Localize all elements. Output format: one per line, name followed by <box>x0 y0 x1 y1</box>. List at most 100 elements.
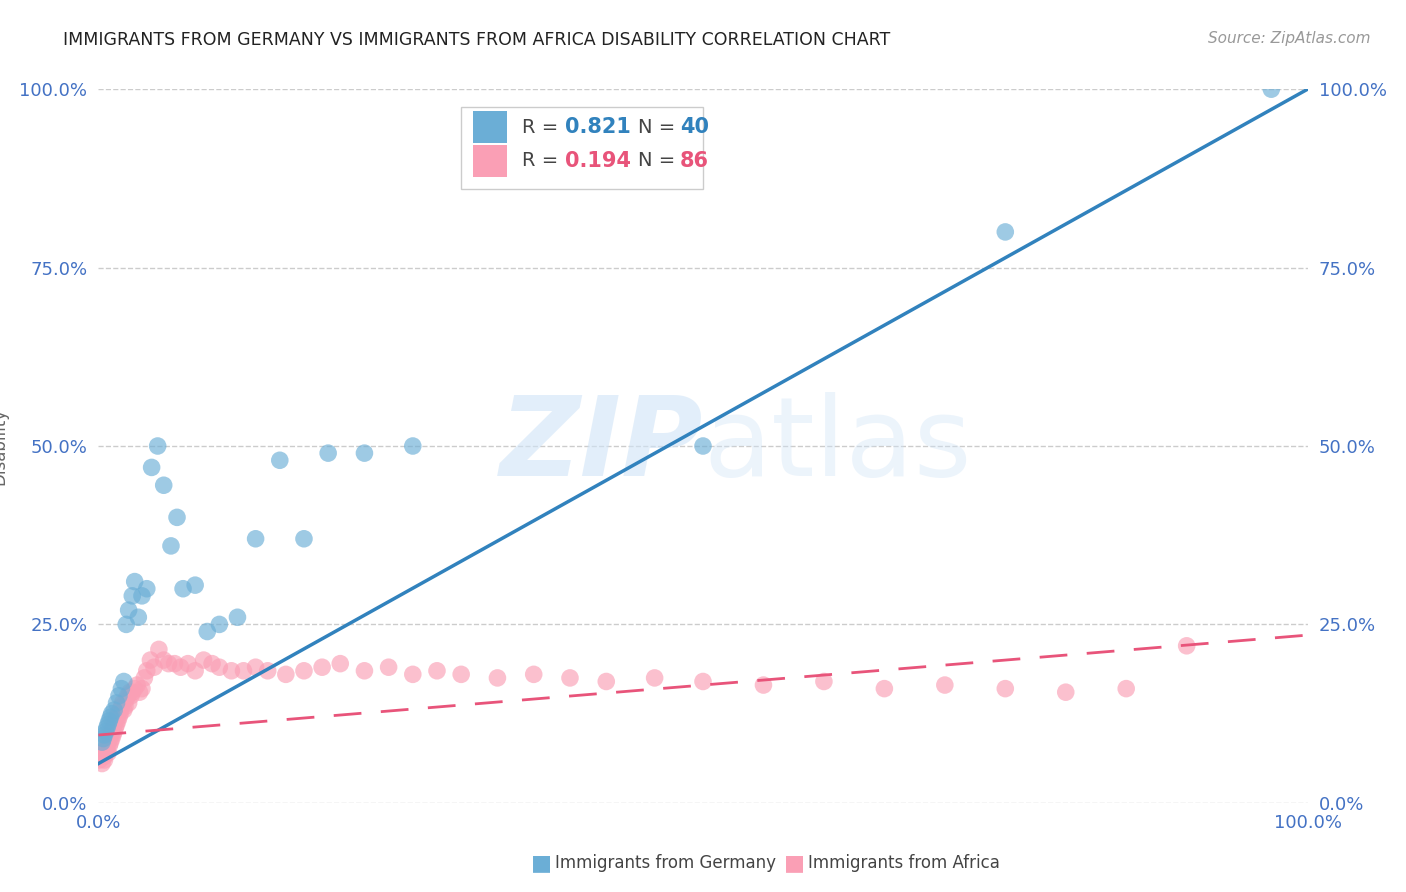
Point <box>135 664 157 678</box>
Point <box>124 574 146 589</box>
Point <box>163 657 186 671</box>
Point <box>221 664 243 678</box>
Point <box>97 746 120 760</box>
Point <box>135 582 157 596</box>
Point <box>692 439 714 453</box>
Point <box>402 439 425 453</box>
Point <box>208 617 231 632</box>
Point <box>172 582 194 596</box>
Point <box>96 739 118 753</box>
Point <box>558 671 581 685</box>
Point <box>112 674 135 689</box>
Point <box>146 439 169 453</box>
FancyBboxPatch shape <box>474 111 508 143</box>
Point <box>98 731 121 746</box>
Point <box>131 589 153 603</box>
Point <box>104 721 127 735</box>
Text: Source: ZipAtlas.com: Source: ZipAtlas.com <box>1208 31 1371 46</box>
Point <box>184 578 207 592</box>
Point <box>1054 685 1077 699</box>
Point <box>100 724 122 739</box>
Point <box>120 689 142 703</box>
Point <box>94 742 117 756</box>
Point <box>105 696 128 710</box>
Point <box>97 735 120 749</box>
Text: Immigrants from Germany: Immigrants from Germany <box>555 855 776 872</box>
Text: R =: R = <box>522 118 564 136</box>
Point <box>103 724 125 739</box>
Point <box>101 728 124 742</box>
Text: N =: N = <box>638 151 681 170</box>
Point <box>523 667 546 681</box>
Point <box>208 660 231 674</box>
Point <box>486 671 509 685</box>
FancyBboxPatch shape <box>474 145 508 177</box>
Point <box>134 671 156 685</box>
Text: 86: 86 <box>681 151 709 170</box>
FancyBboxPatch shape <box>461 107 703 189</box>
Point <box>152 478 174 492</box>
Point <box>118 603 141 617</box>
Point <box>274 667 297 681</box>
Point <box>143 660 166 674</box>
Point <box>157 657 180 671</box>
Point <box>118 696 141 710</box>
Point <box>100 728 122 742</box>
Text: IMMIGRANTS FROM GERMANY VS IMMIGRANTS FROM AFRICA DISABILITY CORRELATION CHART: IMMIGRANTS FROM GERMANY VS IMMIGRANTS FR… <box>63 31 890 49</box>
Point <box>108 689 131 703</box>
Point <box>110 699 132 714</box>
Point <box>148 642 170 657</box>
Point <box>117 689 139 703</box>
Text: 40: 40 <box>681 117 709 137</box>
Point <box>121 685 143 699</box>
Point <box>1175 639 1198 653</box>
Point <box>311 660 333 674</box>
Point <box>131 681 153 696</box>
Point <box>96 742 118 756</box>
Point <box>108 703 131 717</box>
Point <box>152 653 174 667</box>
Point <box>245 660 267 674</box>
Text: ■: ■ <box>531 854 551 873</box>
Point <box>169 660 191 674</box>
Point <box>256 664 278 678</box>
Y-axis label: Disability: Disability <box>0 408 8 484</box>
Point <box>112 703 135 717</box>
Point <box>91 746 114 760</box>
Point <box>177 657 200 671</box>
Point <box>1115 681 1137 696</box>
Point <box>100 735 122 749</box>
Point <box>103 717 125 731</box>
Point <box>114 699 136 714</box>
Point <box>127 610 149 624</box>
Point <box>104 714 127 728</box>
Point <box>101 721 124 735</box>
Point <box>107 706 129 721</box>
Point <box>111 696 134 710</box>
Point <box>124 681 146 696</box>
Text: Immigrants from Africa: Immigrants from Africa <box>808 855 1000 872</box>
Point <box>402 667 425 681</box>
Point <box>98 714 121 728</box>
Point <box>316 446 339 460</box>
Point <box>292 664 315 678</box>
Point <box>105 717 128 731</box>
Text: N =: N = <box>638 118 681 136</box>
Point <box>97 717 120 731</box>
Point <box>813 674 835 689</box>
Point <box>232 664 254 678</box>
Point <box>91 735 114 749</box>
Point <box>110 681 132 696</box>
Point <box>426 664 449 678</box>
Point <box>91 756 114 771</box>
Point <box>377 660 399 674</box>
Point <box>93 753 115 767</box>
Point <box>1260 82 1282 96</box>
Point <box>994 681 1017 696</box>
Point <box>226 610 249 624</box>
Text: R =: R = <box>522 151 564 170</box>
Text: 0.821: 0.821 <box>565 117 631 137</box>
Text: ZIP: ZIP <box>499 392 703 500</box>
Point <box>184 664 207 678</box>
Point <box>90 749 112 764</box>
